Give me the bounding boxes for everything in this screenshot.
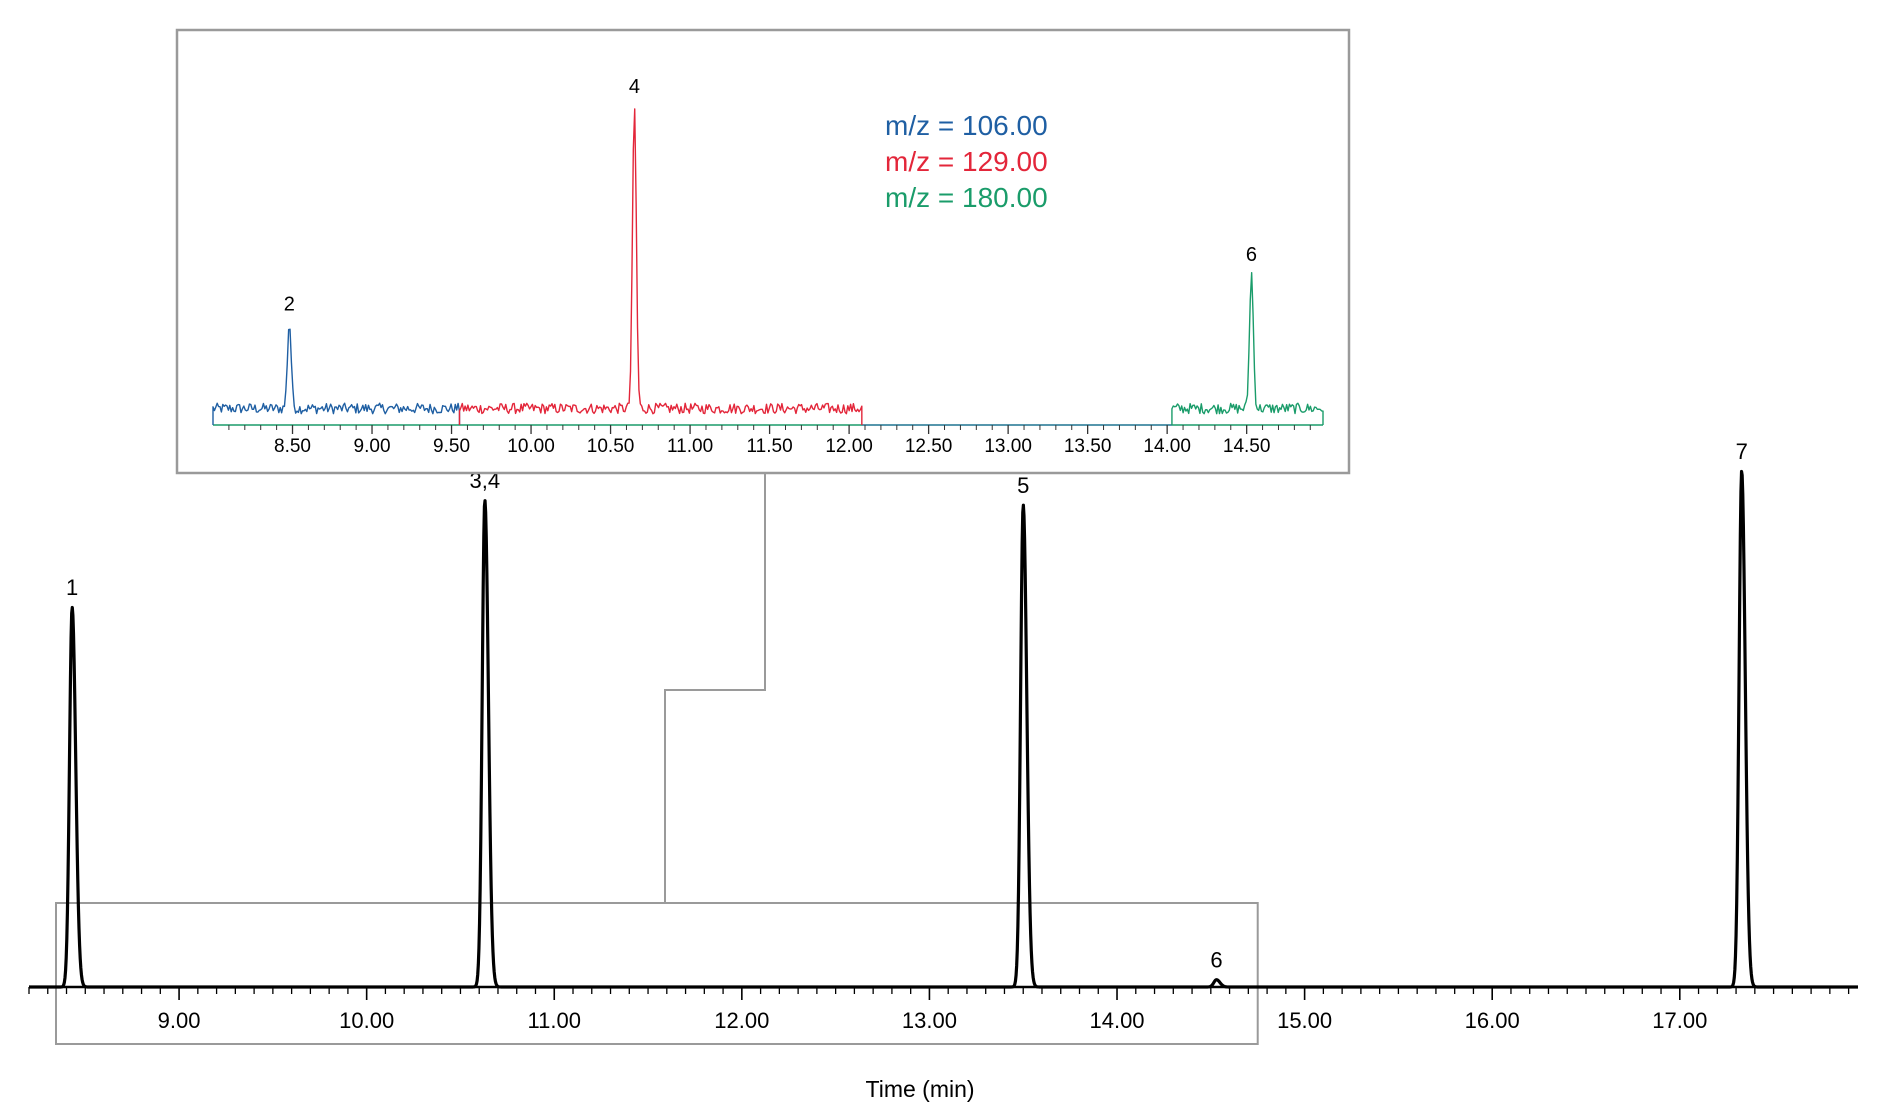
inset-peak-label: 2	[284, 294, 295, 316]
inset-x-tick-label: 12.50	[905, 436, 953, 457]
inset-x-tick-label: 9.00	[354, 436, 391, 457]
x-tick-label: 16.00	[1465, 1008, 1520, 1033]
x-tick-label: 12.00	[714, 1008, 769, 1033]
inset-frame	[175, 28, 1351, 475]
inset-x-tick-label: 10.50	[587, 436, 635, 457]
main-chart: 9.00 10.00 11.00 12.00 13.00 14.00 15.00 16.00 1…	[28, 439, 1859, 1102]
inset-x-tick-label: 14.00	[1143, 436, 1191, 457]
legend-entry: m/z = 106.00	[885, 110, 1048, 141]
inset-x-tick-label: 12.00	[825, 436, 873, 457]
inset-x-tick-label: 9.50	[433, 436, 470, 457]
x-tick-label: 9.00	[158, 1008, 201, 1033]
x-tick-label: 15.00	[1277, 1008, 1332, 1033]
inset-series-trace-2	[458, 108, 863, 425]
peak-label: 5	[1017, 473, 1029, 498]
peak-label: 1	[66, 575, 78, 600]
zoom-connector-line	[664, 473, 766, 903]
x-tick-label: 13.00	[902, 1008, 957, 1033]
x-tick-label: 10.00	[339, 1008, 394, 1033]
inset-peak-label: 4	[629, 76, 640, 98]
zoom-region-box	[55, 902, 1259, 1045]
x-tick-label: 14.00	[1089, 1008, 1144, 1033]
inset-x-tick-label: 11.50	[747, 436, 793, 457]
legend-entry: m/z = 180.00	[885, 182, 1048, 213]
peak-label: 6	[1210, 948, 1222, 973]
legend-entry: m/z = 129.00	[885, 146, 1048, 177]
inset-series-trace-1	[212, 328, 461, 425]
x-tick-label: 17.00	[1652, 1008, 1707, 1033]
inset-legend: m/z = 106.00 m/z = 129.00 m/z = 180.00	[885, 110, 1048, 213]
peak-label: 7	[1736, 439, 1748, 464]
inset-x-tick-label: 14.50	[1223, 436, 1271, 457]
inset-x-tick-label: 13.00	[984, 436, 1032, 457]
inset-x-axis-minor-ticks	[228, 425, 1311, 430]
series-total-ion-trace	[28, 469, 1859, 989]
x-tick-label: 11.00	[528, 1008, 581, 1033]
inset-x-tick-label: 8.50	[274, 436, 311, 457]
inset-x-tick-label: 13.50	[1064, 436, 1112, 457]
inset-x-tick-label: 11.00	[667, 436, 713, 457]
x-axis-title: Time (min)	[866, 1076, 975, 1102]
inset-series-trace-3	[1171, 272, 1324, 425]
inset-peak-label: 6	[1246, 244, 1257, 266]
inset-chart: 8.50 9.00 9.50 10.00 10.50 11.00 11.50 12.00 12.…	[175, 28, 1351, 475]
inset-x-tick-label: 10.00	[507, 436, 555, 457]
